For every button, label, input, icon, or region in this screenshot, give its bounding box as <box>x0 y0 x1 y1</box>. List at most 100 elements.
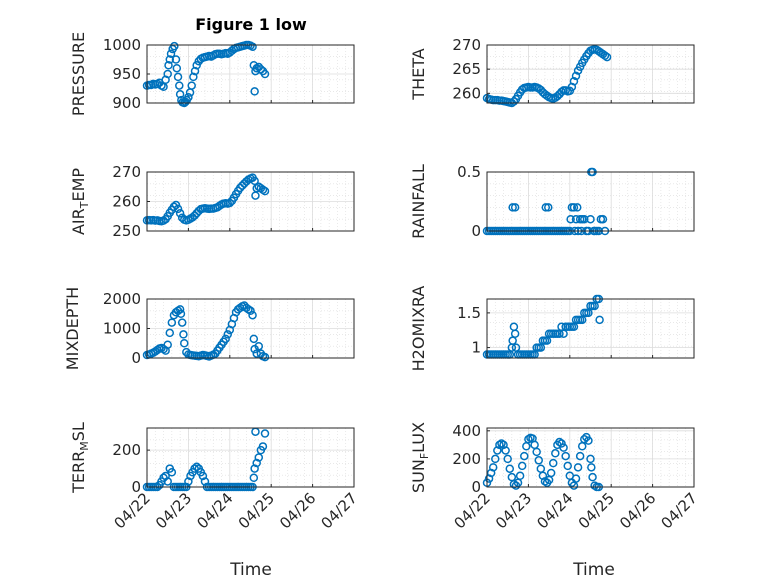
data-point <box>173 204 183 214</box>
y-tick-label: 0 <box>131 478 141 496</box>
data-point <box>248 42 257 51</box>
data-point <box>244 305 253 314</box>
data-point <box>175 90 185 99</box>
subplot-6: 1 1.5 H2OMIXRA <box>409 286 695 371</box>
data-point <box>260 69 270 79</box>
data-point <box>190 66 200 76</box>
y-tick-label: 1.5 <box>457 304 481 322</box>
axes-frame <box>146 298 355 359</box>
data-point <box>548 458 558 468</box>
data-point <box>163 340 172 349</box>
data-point <box>544 203 553 212</box>
y-axis-label-text: SL <box>69 422 88 441</box>
data-point <box>250 176 259 186</box>
data-point <box>254 341 264 351</box>
data-point <box>256 65 266 74</box>
subplot-1: 900 950 1000 PRESSURE <box>69 32 355 116</box>
data-point <box>534 456 543 465</box>
data-point <box>248 310 257 320</box>
data-point <box>177 318 187 327</box>
y-axis-label-text: AIR <box>69 208 88 235</box>
y-axis-label-text: EMP <box>69 168 88 202</box>
data-point <box>602 52 612 62</box>
data-point <box>249 334 259 344</box>
data-point <box>561 451 570 461</box>
y-tick-label: 260 <box>112 193 141 211</box>
data-point <box>169 202 179 212</box>
axes-frame <box>146 44 355 104</box>
y-tick-label: 270 <box>452 36 481 54</box>
data-point <box>235 303 245 313</box>
y-axis-label-text: LUX <box>409 422 428 453</box>
data-point <box>260 429 270 438</box>
data-point <box>223 330 232 339</box>
data-point <box>176 309 186 318</box>
y-tick-label: 1000 <box>103 320 141 338</box>
subplot-4: 0 0.5 RAINFALL <box>409 163 695 240</box>
y-axis-label: THETA <box>409 48 428 100</box>
data-point <box>198 471 208 481</box>
data-point <box>573 203 582 212</box>
figure-title: Figure 1 low <box>195 15 307 34</box>
data-point <box>509 97 519 106</box>
data-point <box>488 463 498 472</box>
data-point <box>175 209 185 218</box>
x-axis-label-left: Time <box>229 560 272 580</box>
data-point <box>573 463 583 472</box>
data-point <box>254 453 264 462</box>
y-axis-label-subscript: T <box>78 201 91 209</box>
data-point <box>200 477 210 486</box>
data-point <box>246 306 255 316</box>
data-point <box>569 203 579 212</box>
data-point <box>173 72 183 82</box>
data-point <box>184 92 193 102</box>
data-point <box>563 461 572 471</box>
data-point <box>587 463 596 472</box>
data-point <box>189 72 198 82</box>
data-point <box>586 214 595 224</box>
x-axis-label-right: Time <box>572 560 615 580</box>
y-tick-label: 2000 <box>103 290 141 308</box>
data-point <box>571 71 581 81</box>
data-point <box>258 185 268 194</box>
data-point <box>566 214 575 224</box>
y-axis-label: SUNFLUX <box>409 422 431 493</box>
data-point <box>163 69 172 79</box>
data-point <box>569 77 579 86</box>
data-point <box>190 211 199 220</box>
y-tick-label: 250 <box>112 222 141 240</box>
y-tick-label: 400 <box>452 422 481 440</box>
data-point <box>190 464 199 473</box>
data-point <box>192 61 201 70</box>
y-axis-label: AIRTEMP <box>69 168 91 235</box>
data-point <box>541 203 551 212</box>
y-tick-label: 200 <box>452 450 481 468</box>
data-point <box>179 330 188 339</box>
y-axis-label-subscript: F <box>418 453 431 459</box>
data-point <box>165 328 175 338</box>
data-point <box>175 81 184 90</box>
y-tick-label: 1 <box>471 339 481 357</box>
y-tick-label: 260 <box>452 84 481 102</box>
data-point <box>559 443 568 452</box>
data-point <box>600 51 610 60</box>
data-point <box>505 464 515 473</box>
data-point <box>580 214 589 224</box>
data-point <box>163 477 172 486</box>
data-point <box>167 468 177 477</box>
data-point <box>250 464 259 473</box>
data-point <box>595 315 604 325</box>
data-point <box>250 87 259 96</box>
data-point <box>575 451 585 461</box>
data-point <box>491 454 500 464</box>
y-tick-label: 0 <box>131 349 141 367</box>
data-point <box>532 447 541 457</box>
data-point <box>557 87 566 97</box>
y-tick-label: 270 <box>112 163 141 181</box>
axes-frame <box>146 427 355 488</box>
data-point <box>170 41 179 51</box>
axes-frame <box>486 171 695 232</box>
data-point <box>252 458 261 468</box>
